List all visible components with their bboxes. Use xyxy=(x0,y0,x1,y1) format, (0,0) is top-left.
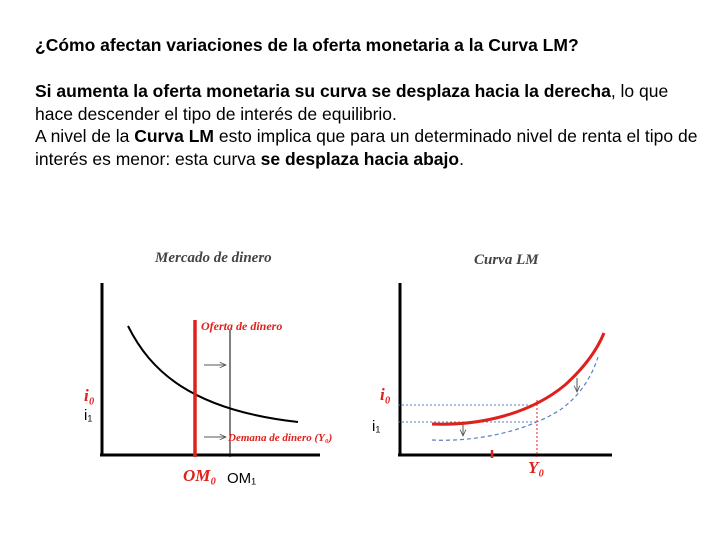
paragraph-1-bold: Si aumenta la oferta monetaria su curva … xyxy=(35,81,611,101)
money-i0-label: i₀ xyxy=(84,386,95,405)
lm-y0-label: Y₀ xyxy=(528,458,544,477)
paragraph-2-c: esto implica que para un determinado niv… xyxy=(35,126,698,169)
paragraph-1-rest: , lo que hace descender el tipo de inter… xyxy=(35,81,669,124)
lm-curve-diagram: Curva LM i₀ i₁ Y₀ xyxy=(372,252,612,477)
paragraph-2-d: se desplaza hacia abajo xyxy=(260,148,460,169)
slide-question: ¿Cómo afectan variaciones de la oferta m… xyxy=(35,35,579,55)
paragraph-2-a: A nivel de la xyxy=(35,126,135,146)
money-market-diagram: Mercado de dinero Oferta de dinero Deman… xyxy=(84,250,332,487)
money-i1-label: i₁ xyxy=(84,407,92,424)
money-demand-label: Demana de dinero (Y₀) xyxy=(227,432,332,444)
lm-curve-shifted xyxy=(431,356,599,441)
paragraph-2: A nivel de la Curva LM esto implica que … xyxy=(35,125,705,170)
slide-body-text: Si aumenta la oferta monetaria su curva … xyxy=(35,80,705,170)
paragraph-2-e: . xyxy=(459,148,464,169)
lm-curve-original xyxy=(431,332,606,426)
money-demand-curve xyxy=(127,325,299,423)
money-supply-label: Oferta de dinero xyxy=(201,319,282,333)
money-om1-label: OM₁ xyxy=(227,470,256,487)
money-market-title: Mercado de dinero xyxy=(154,250,272,266)
lm-curve-title: Curva LM xyxy=(474,252,539,268)
lm-i0-label: i₀ xyxy=(380,385,391,404)
lm-i1-label: i₁ xyxy=(372,418,380,435)
paragraph-1: Si aumenta la oferta monetaria su curva … xyxy=(35,80,705,125)
paragraph-2-b: Curva LM xyxy=(134,126,214,146)
money-om0-label: OM₀ xyxy=(183,466,216,485)
